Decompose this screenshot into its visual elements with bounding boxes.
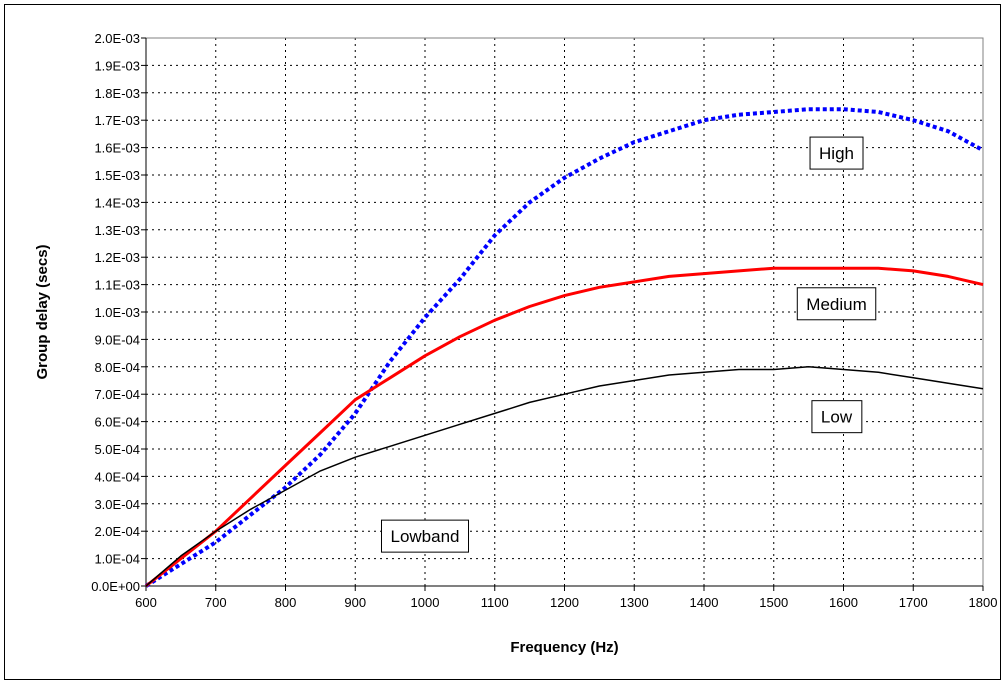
y-tick-label: 1.3E-03 <box>94 223 140 238</box>
annotation-high: High <box>809 136 864 170</box>
y-tick-label: 9.0E-04 <box>94 332 140 347</box>
y-tick-label: 6.0E-04 <box>94 415 140 430</box>
y-tick-label: 1.5E-03 <box>94 168 140 183</box>
x-tick-label: 600 <box>135 595 157 610</box>
y-tick-label: 1.0E-04 <box>94 552 140 567</box>
y-tick-label: 0.0E+00 <box>91 579 140 594</box>
y-tick-label: 1.6E-03 <box>94 141 140 156</box>
y-axis-title: Group delay (secs) <box>34 244 51 379</box>
y-tick-label: 7.0E-04 <box>94 387 140 402</box>
x-tick-label: 1100 <box>481 595 509 610</box>
annotation-layer: High Medium Low Lowband <box>380 136 877 553</box>
y-tick-label: 1.4E-03 <box>94 195 140 210</box>
annotation-label: Lowband <box>390 527 459 546</box>
y-tick-label: 1.7E-03 <box>94 113 140 128</box>
y-tick-label: 8.0E-04 <box>94 360 140 375</box>
y-tick-label: 3.0E-04 <box>94 497 140 512</box>
axes: 600 700 800 900 1000 1100 1200 1300 1400 1500 1600… <box>91 31 997 610</box>
annotation-low: Low <box>811 400 863 434</box>
annotation-box <box>380 519 470 553</box>
annotation-label: High <box>819 144 854 163</box>
y-tick-label: 2.0E-04 <box>94 524 140 539</box>
x-tick-label: 1700 <box>899 595 928 610</box>
x-tick-label: 1000 <box>411 595 440 610</box>
y-tick-label: 1.2E-03 <box>94 250 140 265</box>
annotation-label: Medium <box>806 295 866 314</box>
x-tick-label: 1200 <box>550 595 579 610</box>
y-tick-label: 5.0E-04 <box>94 442 140 457</box>
annotation-box <box>811 400 863 434</box>
annotation-box <box>796 287 877 321</box>
annotation-lowband: Lowband <box>380 519 470 553</box>
y-tick-label: 1.0E-03 <box>94 305 140 320</box>
x-tick-label: 900 <box>344 595 366 610</box>
annotation-medium: Medium <box>796 287 877 321</box>
x-tick-label: 1500 <box>759 595 788 610</box>
series-line-high <box>144 107 984 588</box>
annotation-label: Low <box>821 408 853 427</box>
x-axis-title: Frequency (Hz) <box>510 639 618 656</box>
x-tick-label: 1400 <box>690 595 719 610</box>
y-tick-label: 1.8E-03 <box>94 86 140 101</box>
y-tick-label: 4.0E-04 <box>94 469 140 484</box>
annotation-box <box>809 136 864 170</box>
series-line-low <box>145 366 984 587</box>
series-line-medium <box>145 266 984 588</box>
x-tick-label: 1800 <box>969 595 998 610</box>
x-tick-label: 1300 <box>620 595 649 610</box>
y-tick-label: 2.0E-03 <box>94 31 140 46</box>
x-tick-label: 1600 <box>829 595 858 610</box>
y-tick-label: 1.1E-03 <box>94 278 140 293</box>
x-tick-label: 700 <box>205 595 227 610</box>
y-tick-label: 1.9E-03 <box>94 58 140 73</box>
series-layer <box>144 107 984 588</box>
x-tick-label: 800 <box>275 595 297 610</box>
